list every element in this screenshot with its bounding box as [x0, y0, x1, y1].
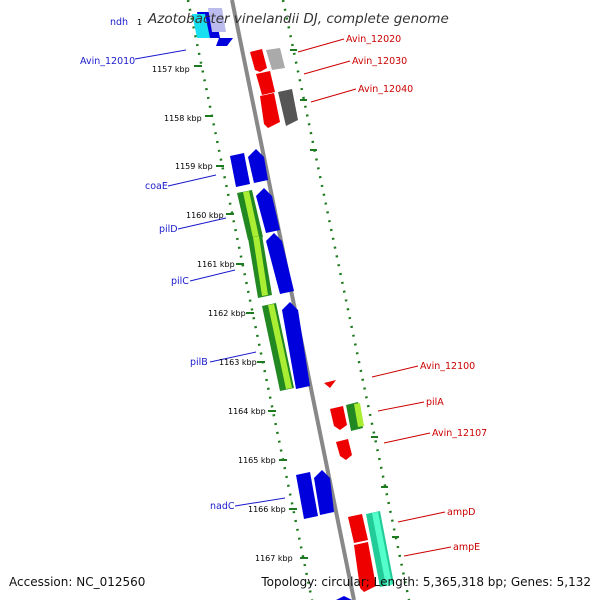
- gene-Avin_12040-gray: [278, 89, 298, 126]
- gene-pilC-lime: [253, 236, 268, 296]
- gene-bottom-blue: [336, 596, 352, 600]
- gene-nadC-2: [314, 470, 334, 515]
- gene-label-pilD[interactable]: pilD: [159, 224, 178, 235]
- gene-ndh-light: [208, 8, 226, 32]
- gene-pilA-lime: [354, 403, 364, 427]
- gene-ampD: [348, 514, 368, 543]
- gene-pilD-blue: [256, 188, 280, 233]
- track-outline: [186, 0, 411, 600]
- gene-label-coaE[interactable]: coaE: [145, 181, 168, 192]
- tick-label: 1162 kbp: [208, 309, 246, 318]
- gene-Avin_12020: [250, 49, 267, 72]
- gene-label-Avin_12100[interactable]: Avin_12100: [420, 361, 475, 372]
- map-title: Azotobacter vinelandii DJ, complete geno…: [147, 11, 449, 27]
- tick-labels: 1 1157 kbp 1158 kbp 1159 kbp 1160 kbp 11…: [137, 18, 293, 563]
- gene-nadC-1: [296, 472, 318, 519]
- gene-pilC-blue: [266, 233, 294, 294]
- gene-label-Avin_12030[interactable]: Avin_12030: [352, 56, 407, 67]
- gene-label-ampE[interactable]: ampE: [453, 542, 480, 553]
- tick-label: 1159 kbp: [175, 162, 213, 171]
- genome-backbone: [230, 0, 356, 600]
- gene-label-pilA[interactable]: pilA: [426, 397, 444, 408]
- gene-label-Avin_12040[interactable]: Avin_12040: [358, 84, 413, 95]
- gene-pilB-lime: [268, 304, 292, 389]
- tick-label: 1165 kbp: [238, 456, 276, 465]
- gene-Avin_12107: [336, 439, 352, 460]
- tick-label: 1163 kbp: [219, 358, 257, 367]
- gene-label-Avin_12010[interactable]: Avin_12010: [80, 56, 135, 67]
- label-leaders: [134, 38, 452, 557]
- gene-label-Avin_12107[interactable]: Avin_12107: [432, 428, 487, 439]
- tick-partial: 1: [137, 18, 142, 27]
- gene-ampE: [354, 542, 376, 592]
- tick-label: 1158 kbp: [164, 114, 202, 123]
- accession-text: Accession: NC_012560: [9, 575, 145, 589]
- gene-Avin_12040: [260, 93, 280, 128]
- gene-label-nadC[interactable]: nadC: [210, 501, 235, 512]
- reverse-gene-labels: Avin_12020 Avin_12030 Avin_12040 Avin_12…: [346, 34, 487, 553]
- gene-ndh-cyan: [192, 14, 210, 38]
- gene-Avin_12100: [324, 380, 336, 388]
- gene-Avin_12020-gray: [266, 48, 285, 70]
- gene-Avin_12030: [256, 71, 275, 95]
- gene-ampD-mint: [372, 512, 392, 586]
- gene-pilB-blue: [282, 302, 310, 389]
- tick-label: 1157 kbp: [152, 65, 190, 74]
- topology-text: Topology: circular; Length: 5,365,318 bp…: [260, 575, 591, 589]
- gene-Avin_12010: [216, 38, 233, 46]
- gene-pilA-red: [330, 406, 347, 430]
- tick-label: 1161 kbp: [197, 260, 235, 269]
- gene-label-pilC[interactable]: pilC: [171, 276, 189, 287]
- gene-label-ndh[interactable]: ndh: [110, 17, 128, 28]
- gene-coaE-2: [248, 149, 268, 183]
- forward-genes: [192, 8, 352, 600]
- gene-label-Avin_12020[interactable]: Avin_12020: [346, 34, 401, 45]
- tick-label: 1166 kbp: [248, 505, 286, 514]
- gene-coaE-1: [230, 153, 250, 187]
- tick-label: 1167 kbp: [255, 554, 293, 563]
- tick-label: 1160 kbp: [186, 211, 224, 220]
- gene-label-pilB[interactable]: pilB: [190, 357, 208, 368]
- scale-ticks: [194, 49, 399, 559]
- forward-gene-labels: ndh Avin_12010 coaE pilD pilC pilB nadC: [80, 17, 235, 512]
- gene-label-ampD[interactable]: ampD: [447, 507, 475, 518]
- tick-label: 1164 kbp: [228, 407, 266, 416]
- gene-pilD-lime: [243, 191, 259, 238]
- reverse-genes: [250, 48, 394, 592]
